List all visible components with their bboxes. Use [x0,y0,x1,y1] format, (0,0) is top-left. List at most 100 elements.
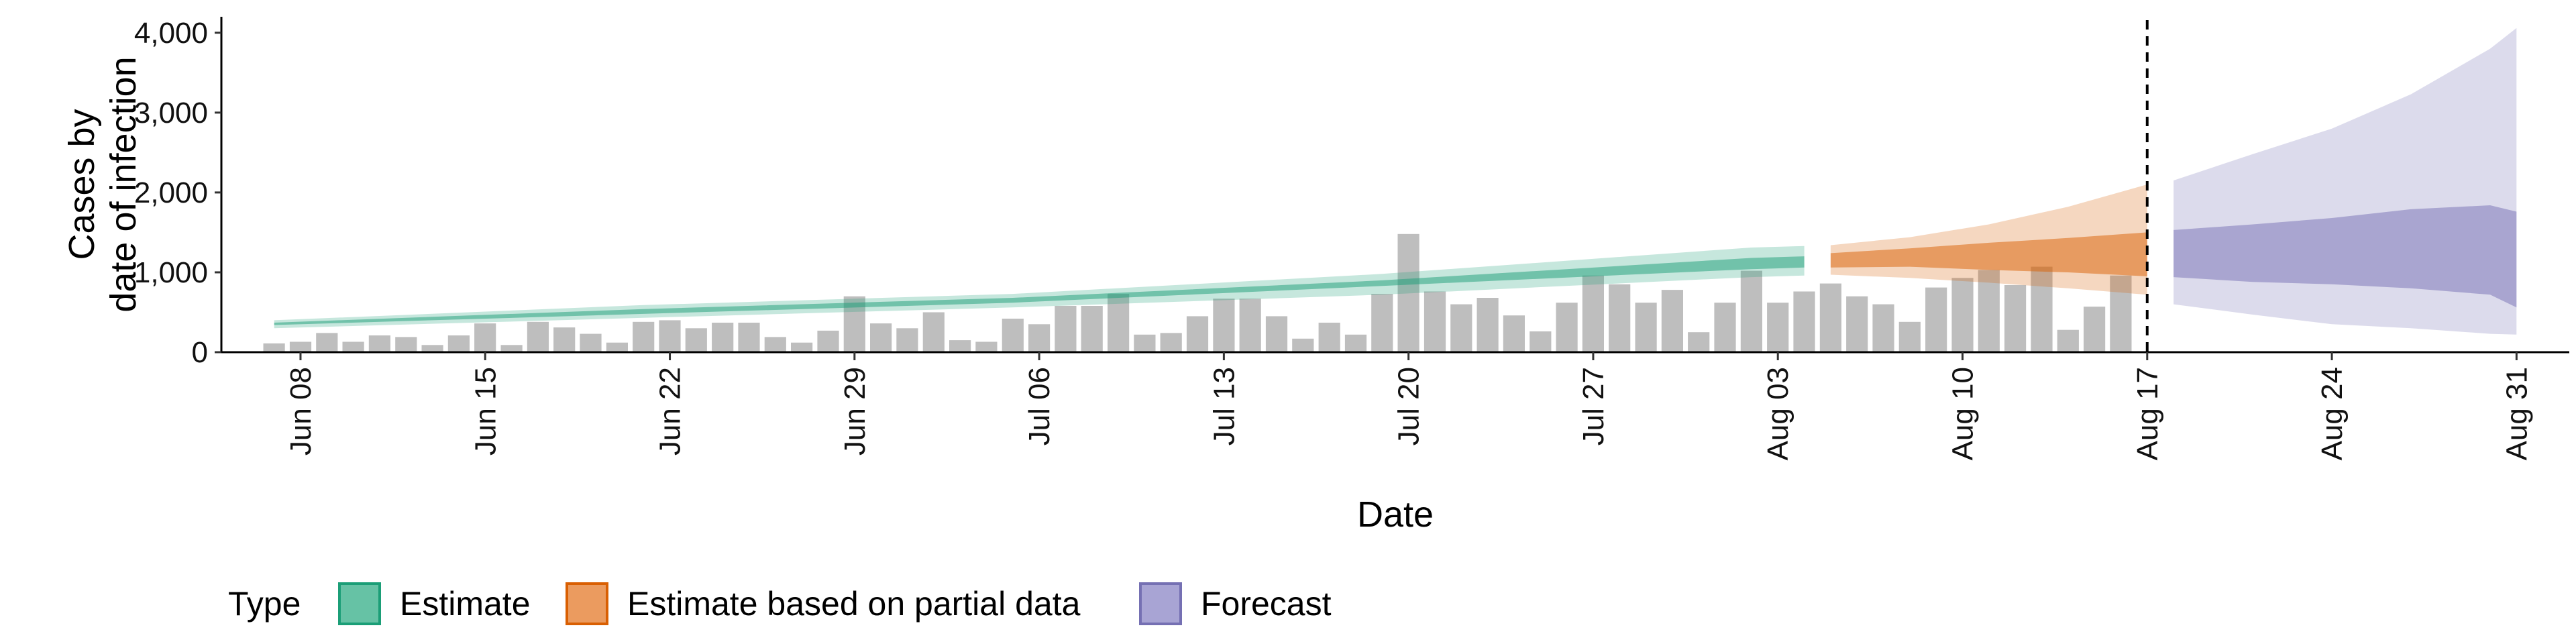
y-axis-title: Cases bydate of infection [62,56,144,312]
case-bar [1002,319,1024,352]
case-bar [2084,307,2106,352]
case-bar [659,320,681,352]
case-bar [1397,233,1419,352]
axes-layer: 0 1,000 2,000 3,000 4,000 Jun 08 Jun 15 Jun 22 J… [62,17,2569,535]
x-tick-label: Jun 08 [284,367,317,455]
case-bar [1081,306,1103,352]
case-bar [1846,296,1868,352]
estimate-outer-ribbon [274,246,1805,329]
case-bar [1477,298,1499,352]
case-bar [1239,299,1261,352]
case-bar [2057,329,2079,352]
case-bar [791,342,813,352]
case-bar [975,341,998,352]
case-bar [368,335,390,352]
case-bar [289,341,312,352]
case-bar [474,323,496,352]
case-bar [1819,283,1841,352]
case-bar [1055,306,1077,352]
case-bar [1872,304,1894,352]
case-bar [685,328,707,352]
legend-label: Estimate [400,585,531,623]
case-bar [1925,287,1947,352]
case-bar [1265,316,1288,352]
case-bar [896,328,918,352]
case-bar [1609,284,1631,352]
case-bar [1371,294,1393,352]
x-tick-label: Jun 29 [839,367,871,455]
case-bar [1793,291,1815,352]
legend-swatch [1139,582,1182,625]
legend-label: Estimate based on partial data [627,585,1081,623]
case-bar [1028,324,1051,352]
case-bar [1424,291,1446,352]
x-tick-label: Jun 15 [469,367,502,455]
x-tick-label: Aug 03 [1762,367,1794,460]
x-tick-label: Aug 31 [2500,367,2533,460]
case-bar [949,340,971,352]
case-bar [1582,275,1604,352]
y-tick-label: 4,000 [134,17,208,50]
x-tick-label: Aug 24 [2316,367,2349,460]
y-axis-title-line: Cases by [62,109,102,260]
case-bar [316,333,338,352]
x-tick-label: Jul 13 [1208,367,1240,445]
case-bar [817,330,839,352]
bars-layer [263,233,2132,352]
legend-swatch [566,582,608,625]
case-bar [1318,323,1340,352]
case-bar [395,337,417,352]
case-bar [447,335,470,352]
case-bar [1740,270,1762,352]
case-bar [1186,316,1209,352]
case-bar [263,343,285,352]
case-bar [342,341,364,352]
x-tick-label: Jul 20 [1393,367,1426,445]
case-bar [421,345,443,352]
legend: Type Estimate Estimate based on partial da… [228,582,1332,625]
case-bar [1450,304,1472,352]
estimate-based-on-partial-data-inner-ribbon [1830,232,2147,276]
y-tick-label: 1,000 [134,256,208,289]
x-tick-label: Aug 10 [1947,367,1980,460]
case-bar [633,321,655,352]
y-tick-label: 0 [192,336,208,369]
case-bar [1213,299,1235,352]
x-tick-label: Jul 27 [1577,367,1610,445]
case-bar [527,321,549,352]
case-bar [1688,332,1710,352]
case-bar [1529,331,1552,352]
case-bar [553,327,576,352]
legend-swatch [338,582,381,625]
case-bar [1951,278,1974,352]
case-bar [1767,303,1789,352]
case-bar [580,333,602,352]
case-bar [1556,303,1578,352]
case-bar [2004,285,2027,352]
x-tick-label: Jun 22 [654,367,687,455]
ribbons-layer [274,28,2517,335]
case-bar [738,323,760,352]
estimate-inner-ribbon [274,256,1805,325]
forecast-inner-ribbon [2174,205,2517,308]
case-bar [1503,315,1525,352]
y-tick-label: 3,000 [134,97,208,129]
x-axis-title: Date [1357,494,1434,535]
case-bar [1635,303,1657,352]
case-bar [1134,334,1156,352]
x-tick-label: Aug 17 [2131,367,2164,460]
legend-title: Type [228,585,301,623]
case-bar [2031,266,2053,352]
case-bar [1344,334,1367,352]
case-bar [712,323,734,352]
legend-label: Forecast [1201,585,1332,623]
y-axis-title-line: date of infection [103,56,144,312]
case-bar [1160,333,1182,352]
case-bar [870,323,892,352]
case-bar [2110,275,2132,352]
case-bar [606,342,628,352]
case-bar [1978,270,2000,352]
case-bar [1661,290,1683,352]
case-bar [1898,321,1921,352]
